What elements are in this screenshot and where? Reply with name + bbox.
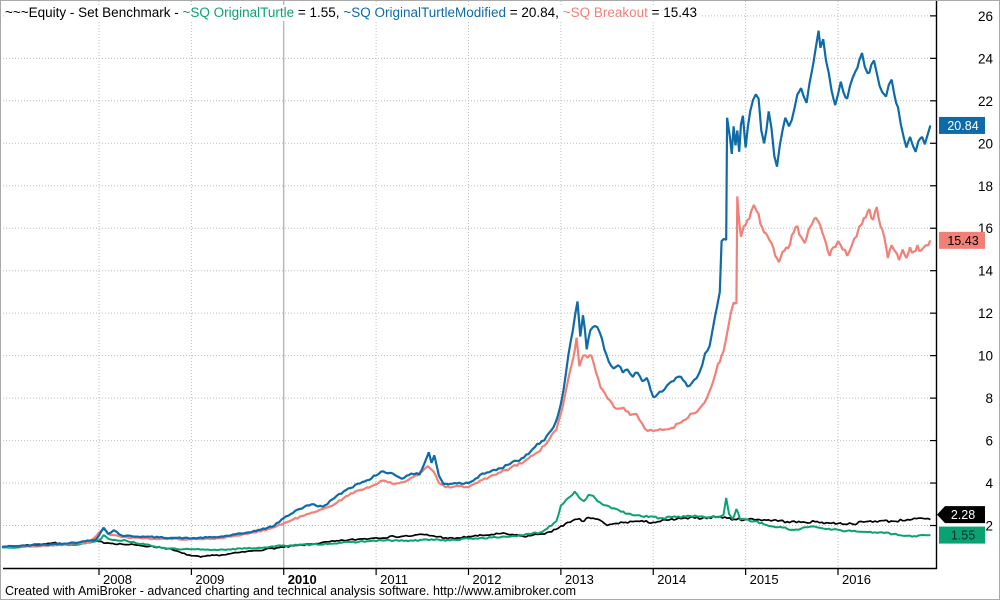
price-tag-breakout: 15.43 bbox=[939, 231, 985, 249]
x-tick-label: 2014 bbox=[657, 572, 686, 587]
y-tick-label: 22 bbox=[978, 94, 993, 109]
y-tick-label: 26 bbox=[978, 9, 993, 24]
title-part-2: = 1.55, bbox=[294, 5, 344, 20]
footer-credit: Created with AmiBroker - advanced charti… bbox=[5, 584, 577, 598]
title-part-4: = 20.84, bbox=[506, 5, 563, 20]
price-tag-shape bbox=[939, 526, 985, 544]
title-part-5: ~SQ Breakout bbox=[562, 5, 648, 20]
price-tag-benchmark: 2.28 bbox=[937, 506, 985, 524]
y-tick-label: 18 bbox=[978, 179, 993, 194]
x-tick-label: 2016 bbox=[842, 572, 871, 587]
x-tick-label: 2012 bbox=[473, 572, 502, 587]
price-tag-shape bbox=[937, 506, 985, 524]
series-line-modified bbox=[1, 30, 932, 548]
y-tick-label: 6 bbox=[985, 434, 993, 449]
axes bbox=[3, 1, 938, 570]
title-part-6: = 15.43 bbox=[647, 5, 698, 20]
title-part-3: ~SQ OriginalTurtleModified bbox=[343, 5, 507, 20]
x-tick-label: 2015 bbox=[750, 572, 779, 587]
price-tag-shape bbox=[939, 116, 985, 134]
price-tag-modified: 20.84 bbox=[939, 116, 985, 134]
price-tag-value: 2.28 bbox=[951, 508, 975, 522]
chart-title: ~~~Equity - Set Benchmark - ~SQ Original… bbox=[4, 5, 701, 21]
x-tick-label: 2013 bbox=[565, 572, 594, 587]
y-tick-label: 24 bbox=[978, 51, 994, 66]
price-tag-shape bbox=[939, 231, 985, 249]
y-tick-label: 8 bbox=[985, 391, 993, 406]
x-tick-label: 2011 bbox=[380, 572, 408, 587]
series-line-turtle bbox=[1, 490, 931, 552]
x-tick-label: 2009 bbox=[195, 572, 224, 587]
y-tick-label: 14 bbox=[978, 264, 994, 279]
x-axis-labels: 2008 2009 2010 2011 2012 2013 2014 2015 2016 bbox=[98, 568, 871, 587]
x-tick-label: 2010 bbox=[288, 572, 317, 587]
chart-plot-area[interactable] bbox=[3, 1, 936, 568]
title-part-0: ~~~Equity - Set Benchmark - bbox=[5, 5, 183, 20]
title-part-1: ~SQ OriginalTurtle bbox=[182, 5, 295, 20]
y-tick-label: 10 bbox=[978, 349, 993, 364]
y-tick-label: 4 bbox=[985, 476, 993, 491]
price-tag-value: 15.43 bbox=[947, 234, 978, 248]
x-tick-label: 2008 bbox=[103, 572, 132, 587]
y-tick-label: 2 bbox=[985, 519, 993, 534]
y-tick-label: 12 bbox=[978, 306, 993, 321]
price-tag-turtle: 1.55 bbox=[939, 526, 985, 544]
price-tag-value: 1.55 bbox=[951, 529, 975, 543]
y-tick-label: 20 bbox=[978, 136, 993, 151]
price-tag-value: 20.84 bbox=[947, 119, 978, 133]
